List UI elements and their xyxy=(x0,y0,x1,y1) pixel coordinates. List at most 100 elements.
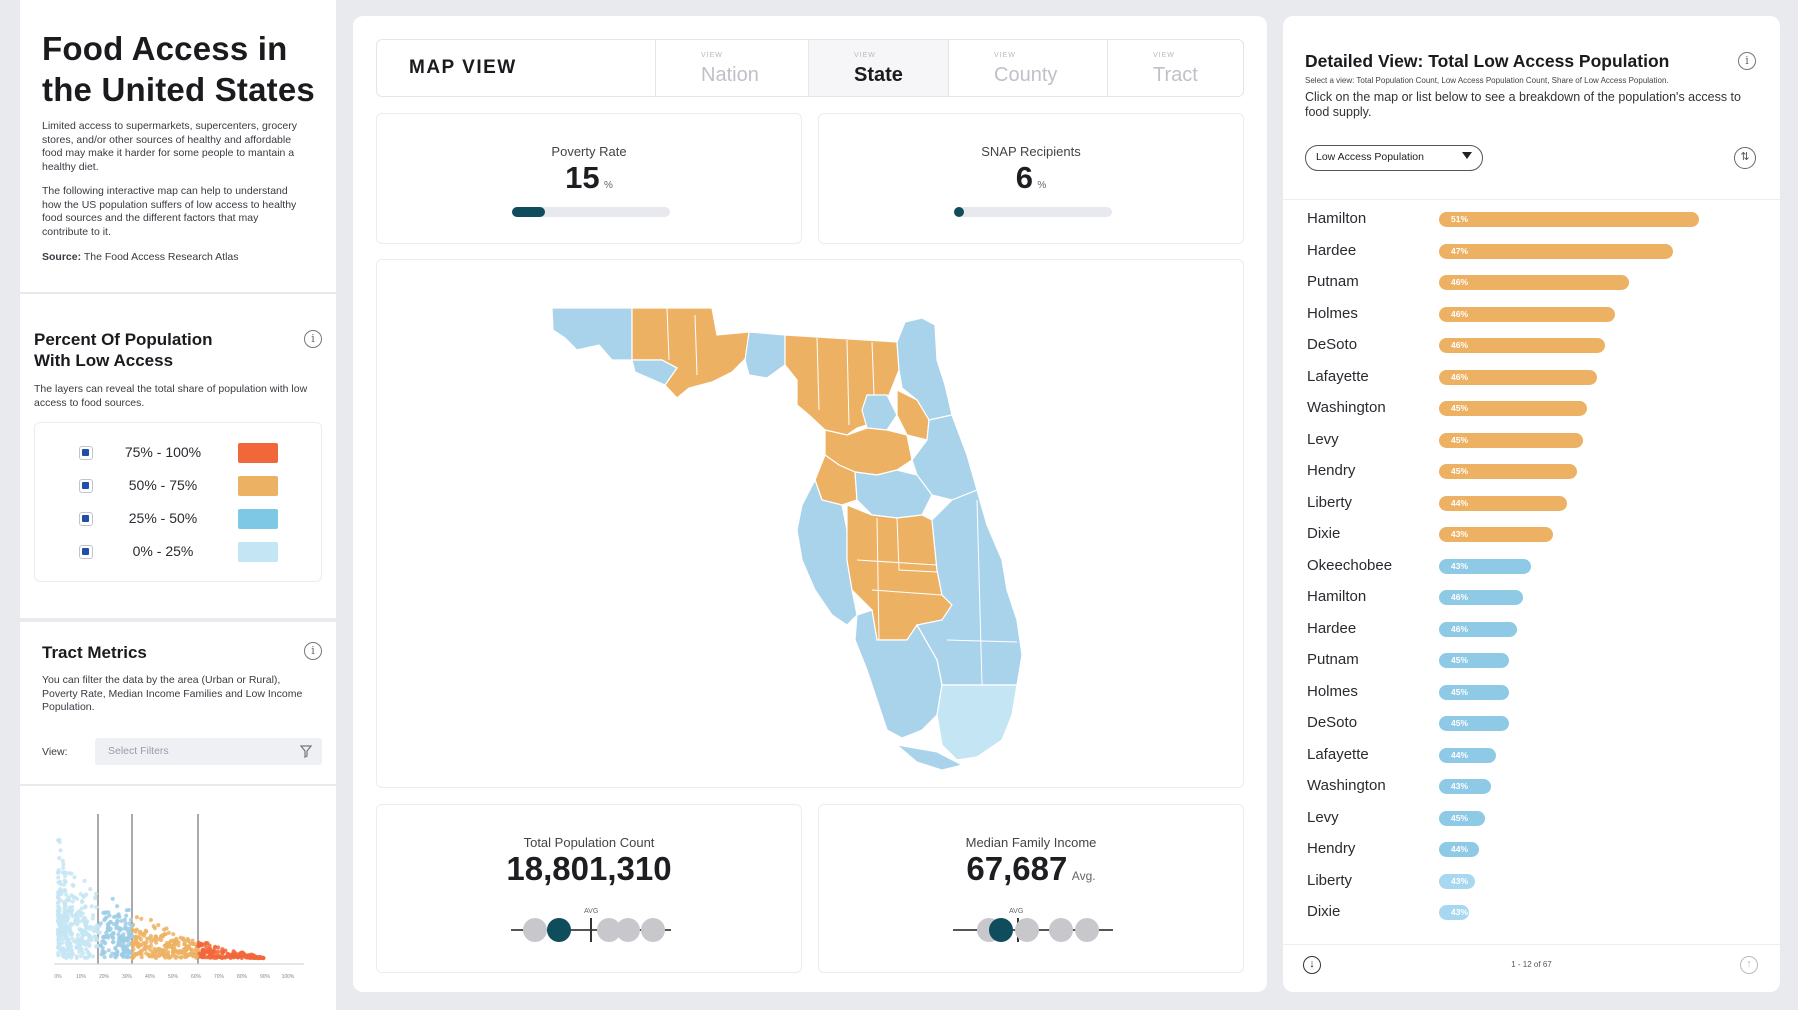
county-name: Hendry xyxy=(1307,840,1356,857)
legend-row[interactable]: 50% - 75% xyxy=(35,474,323,498)
scatter-point xyxy=(171,932,176,937)
bar-row[interactable]: Hardee 47% xyxy=(1283,236,1780,267)
bar[interactable]: 44% xyxy=(1439,842,1479,857)
scatter-point xyxy=(59,923,65,928)
bar[interactable]: 46% xyxy=(1439,275,1629,290)
checkbox-icon[interactable] xyxy=(79,545,93,559)
county-region[interactable] xyxy=(631,359,678,386)
bar[interactable]: 46% xyxy=(1439,590,1523,605)
bar[interactable]: 43% xyxy=(1439,527,1553,542)
county-region[interactable] xyxy=(936,684,1018,761)
scatter-point xyxy=(221,949,226,954)
bar[interactable]: 51% xyxy=(1439,212,1699,227)
bar-row[interactable]: Levy 45% xyxy=(1283,425,1780,456)
county-region[interactable] xyxy=(631,307,750,399)
scatter-point xyxy=(79,906,84,911)
scatter-point xyxy=(100,945,105,950)
bar[interactable]: 44% xyxy=(1439,495,1567,511)
bar-row[interactable]: Hendry 44% xyxy=(1283,834,1780,865)
legend-row[interactable]: 75% - 100% xyxy=(35,441,323,465)
county-region[interactable] xyxy=(551,307,633,361)
bar[interactable]: 45% xyxy=(1439,464,1577,479)
metric-dropdown[interactable]: Low Access Population xyxy=(1305,145,1483,171)
scatter-point xyxy=(103,941,108,946)
scatter-point xyxy=(131,947,136,952)
bar-row[interactable]: Okeechobee 43% xyxy=(1283,551,1780,582)
county-region[interactable] xyxy=(744,331,786,379)
county-region[interactable] xyxy=(861,394,898,431)
map-panel[interactable] xyxy=(376,259,1244,788)
bar-row[interactable]: Lafayette 44% xyxy=(1283,740,1780,771)
bar[interactable]: 45% xyxy=(1439,401,1587,416)
bar[interactable]: 43% xyxy=(1439,873,1475,889)
bar[interactable]: 46% xyxy=(1439,306,1615,322)
bar-row[interactable]: Hamilton 51% xyxy=(1283,204,1780,235)
filter-select[interactable]: Select Filters xyxy=(95,738,322,765)
bar-row[interactable]: Washington 45% xyxy=(1283,393,1780,424)
bar-row[interactable]: Hamilton 46% xyxy=(1283,582,1780,613)
bar-row[interactable]: Liberty 44% xyxy=(1283,488,1780,519)
bar-row[interactable]: Dixie 43% xyxy=(1283,897,1780,928)
bar[interactable]: 46% xyxy=(1439,369,1597,385)
bar-row[interactable]: Putnam 45% xyxy=(1283,645,1780,676)
bar-row[interactable]: Levy 45% xyxy=(1283,803,1780,834)
county-name: Lafayette xyxy=(1307,745,1369,763)
tab-nation[interactable]: VIEW Nation xyxy=(655,40,808,96)
checkbox-icon[interactable] xyxy=(79,512,93,526)
bar-row[interactable]: Dixie 43% xyxy=(1283,519,1780,550)
info-icon[interactable]: i xyxy=(1738,52,1756,70)
layers-panel: Percent Of Population With Low Access i … xyxy=(20,294,336,618)
scatter-point xyxy=(166,930,171,935)
legend-box: 75% - 100% 50% - 75% 25% - 50% 0% - 25% xyxy=(34,422,322,582)
bar[interactable]: 46% xyxy=(1439,621,1517,637)
sort-icon[interactable]: ⇅ xyxy=(1734,147,1756,169)
download-icon[interactable]: ↓ xyxy=(1303,956,1321,974)
bar[interactable]: 46% xyxy=(1439,338,1605,353)
bar[interactable]: 47% xyxy=(1439,243,1673,259)
legend-row[interactable]: 25% - 50% xyxy=(35,507,323,531)
bar[interactable]: 43% xyxy=(1439,779,1491,794)
bar[interactable]: 44% xyxy=(1439,747,1496,763)
checkbox-icon[interactable] xyxy=(79,446,93,460)
bar[interactable]: 45% xyxy=(1439,653,1509,668)
scatter-point xyxy=(83,955,88,960)
bar-row[interactable]: Hardee 46% xyxy=(1283,614,1780,645)
scatter-point xyxy=(61,865,66,870)
scroll-up-icon[interactable]: ↑ xyxy=(1740,956,1758,974)
scatter-point xyxy=(98,921,103,926)
checkbox-icon[interactable] xyxy=(79,479,93,493)
tab-county[interactable]: VIEW County xyxy=(948,40,1107,96)
bar[interactable]: 45% xyxy=(1439,684,1509,700)
county-region[interactable] xyxy=(854,469,933,519)
tab-state[interactable]: VIEW State xyxy=(808,40,948,96)
bar-row[interactable]: Holmes 46% xyxy=(1283,299,1780,330)
bar-row[interactable]: Washington 43% xyxy=(1283,771,1780,802)
bar[interactable]: 43% xyxy=(1439,905,1469,920)
bar[interactable]: 45% xyxy=(1439,432,1583,448)
bar-row[interactable]: Putnam 46% xyxy=(1283,267,1780,298)
bar-row[interactable]: Hendry 45% xyxy=(1283,456,1780,487)
bar[interactable]: 45% xyxy=(1439,716,1509,731)
bar-row[interactable]: DeSoto 46% xyxy=(1283,330,1780,361)
county-region[interactable] xyxy=(895,744,964,771)
detail-section: Detailed View: Total Low Access Populati… xyxy=(1283,16,1780,992)
bar-row[interactable]: Lafayette 46% xyxy=(1283,362,1780,393)
tab-tract[interactable]: VIEW Tract xyxy=(1107,40,1243,96)
county-name: Putnam xyxy=(1307,273,1359,290)
florida-map[interactable] xyxy=(377,260,1243,787)
scatter-point xyxy=(104,933,109,939)
bar-row[interactable]: Holmes 45% xyxy=(1283,677,1780,708)
bar-row[interactable]: Liberty 43% xyxy=(1283,866,1780,897)
layers-title: Percent Of Population With Low Access xyxy=(34,329,254,371)
bar-row[interactable]: DeSoto 45% xyxy=(1283,708,1780,739)
county-region[interactable] xyxy=(911,414,978,501)
scatter-point xyxy=(261,955,266,961)
info-icon[interactable]: i xyxy=(304,642,322,660)
scatter-point xyxy=(139,916,144,921)
scatter-point xyxy=(106,948,111,953)
bar[interactable]: 43% xyxy=(1439,558,1531,574)
county-region[interactable] xyxy=(796,478,858,626)
legend-row[interactable]: 0% - 25% xyxy=(35,540,323,564)
bar[interactable]: 45% xyxy=(1439,810,1485,826)
info-icon[interactable]: i xyxy=(304,330,322,348)
